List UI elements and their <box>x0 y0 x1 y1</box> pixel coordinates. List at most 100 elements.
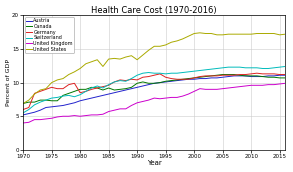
Germany <box>113 81 116 83</box>
Canada <box>130 86 133 88</box>
United States <box>209 33 213 35</box>
Canada <box>226 73 230 76</box>
Austria <box>193 78 196 80</box>
United Kingdom <box>27 121 30 123</box>
United Kingdom <box>187 93 190 95</box>
Germany <box>50 86 53 88</box>
Canada <box>193 77 196 79</box>
Canada <box>284 77 287 79</box>
Austria <box>107 93 110 95</box>
Germany <box>272 73 276 75</box>
Switzerland <box>101 87 105 89</box>
Austria <box>21 114 25 116</box>
United States <box>198 32 202 34</box>
Germany <box>232 74 236 76</box>
Austria <box>33 111 36 113</box>
Germany <box>38 90 42 92</box>
United States <box>221 34 224 36</box>
United Kingdom <box>56 116 59 118</box>
United States <box>255 33 259 35</box>
Line: Austria: Austria <box>23 75 285 115</box>
United Kingdom <box>152 97 156 99</box>
United Kingdom <box>90 114 93 116</box>
United Kingdom <box>193 90 196 92</box>
Switzerland <box>67 94 71 96</box>
United States <box>261 33 264 35</box>
Switzerland <box>175 72 179 74</box>
Austria <box>249 76 253 78</box>
Canada <box>44 99 48 101</box>
United Kingdom <box>181 95 185 97</box>
United Kingdom <box>141 100 145 103</box>
Austria <box>96 96 99 98</box>
Austria <box>141 85 145 87</box>
United Kingdom <box>209 88 213 90</box>
Switzerland <box>255 67 259 69</box>
Austria <box>67 103 71 105</box>
Canada <box>255 75 259 77</box>
Austria <box>209 77 213 79</box>
Germany <box>124 80 127 82</box>
Germany <box>78 92 82 94</box>
Canada <box>78 88 82 90</box>
Germany <box>33 92 36 94</box>
Canada <box>27 101 30 103</box>
Austria <box>226 76 230 78</box>
Switzerland <box>152 72 156 74</box>
Switzerland <box>193 70 196 72</box>
Canada <box>135 82 139 84</box>
Germany <box>90 88 93 90</box>
United States <box>141 54 145 56</box>
Switzerland <box>147 72 150 74</box>
United States <box>124 56 127 58</box>
Switzerland <box>107 84 110 86</box>
Canada <box>61 94 65 96</box>
Austria <box>50 106 53 108</box>
Switzerland <box>73 96 76 98</box>
Switzerland <box>198 69 202 72</box>
Switzerland <box>249 67 253 69</box>
Canada <box>50 100 53 102</box>
United States <box>175 40 179 42</box>
Switzerland <box>226 66 230 68</box>
Austria <box>147 84 150 86</box>
Germany <box>27 106 30 109</box>
Canada <box>113 89 116 91</box>
Germany <box>278 73 282 76</box>
United States <box>267 33 270 35</box>
Canada <box>152 82 156 84</box>
United Kingdom <box>73 115 76 117</box>
Germany <box>261 73 264 75</box>
Switzerland <box>50 97 53 99</box>
United States <box>27 99 30 101</box>
Switzerland <box>278 66 282 68</box>
Germany <box>267 73 270 75</box>
United Kingdom <box>284 82 287 84</box>
Switzerland <box>56 96 59 98</box>
Austria <box>124 89 127 91</box>
Line: Canada: Canada <box>23 74 285 104</box>
Switzerland <box>78 94 82 96</box>
Canada <box>272 76 276 78</box>
Line: United Kingdom: United Kingdom <box>23 83 285 123</box>
Canada <box>84 88 88 90</box>
Canada <box>96 87 99 89</box>
United Kingdom <box>101 113 105 115</box>
Canada <box>147 82 150 84</box>
Germany <box>204 75 207 77</box>
Switzerland <box>90 87 93 89</box>
Canada <box>170 80 173 82</box>
Austria <box>158 82 162 84</box>
Canada <box>187 78 190 80</box>
United States <box>284 33 287 35</box>
Austria <box>181 79 185 81</box>
Germany <box>181 78 185 80</box>
Canada <box>118 88 122 90</box>
Canada <box>261 76 264 78</box>
United States <box>50 82 53 84</box>
Switzerland <box>232 66 236 68</box>
Austria <box>204 78 207 80</box>
United States <box>278 34 282 36</box>
Switzerland <box>181 72 185 74</box>
Switzerland <box>215 67 219 69</box>
